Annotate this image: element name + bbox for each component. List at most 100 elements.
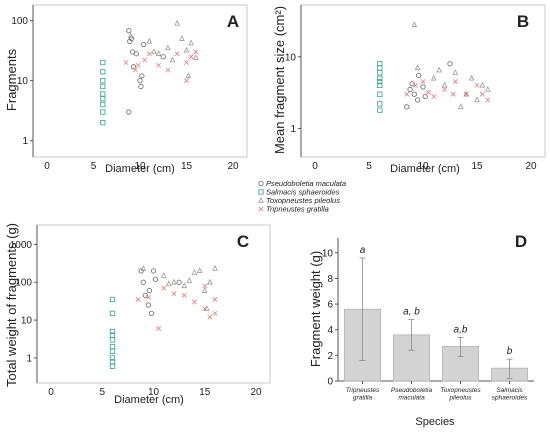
data-point — [176, 279, 182, 285]
data-point — [100, 59, 106, 66]
data-point — [425, 89, 431, 95]
data-point — [126, 27, 132, 34]
data-point — [441, 81, 448, 88]
series-circle — [404, 61, 453, 110]
data-point — [377, 91, 383, 97]
data-point — [414, 97, 421, 103]
data-point — [196, 267, 203, 274]
data-point — [160, 272, 167, 278]
legend-marker — [258, 180, 264, 187]
data-point — [135, 297, 141, 302]
data-point — [436, 66, 443, 73]
data-point — [411, 91, 418, 97]
data-point — [179, 35, 185, 41]
data-point — [161, 285, 167, 291]
data-point — [463, 91, 469, 97]
y-tick-label: 6 — [327, 300, 333, 311]
series-circle — [138, 268, 182, 317]
data-point — [377, 107, 383, 113]
data-point — [191, 269, 198, 275]
data-point — [212, 265, 218, 271]
series-square — [109, 296, 116, 369]
plot-frame — [32, 4, 248, 158]
plot-frame — [36, 224, 271, 384]
x-tick-label: 5 — [366, 161, 372, 172]
category-label: gratilla — [353, 395, 373, 402]
data-point — [146, 37, 153, 44]
x-axis-label: Diameter (cm) — [105, 163, 175, 175]
x-axis-label: Species — [415, 416, 455, 428]
data-point — [137, 77, 143, 84]
x-tick-label: 15 — [181, 161, 193, 172]
data-point — [109, 328, 116, 335]
data-point — [150, 268, 157, 274]
x-tick-label: 15 — [199, 387, 211, 398]
panel-label: B — [517, 12, 529, 31]
data-point — [188, 54, 194, 60]
data-point — [135, 62, 141, 68]
data-point — [212, 310, 218, 316]
x-tick-label: 10 — [417, 161, 429, 172]
data-point — [420, 84, 426, 90]
data-point — [207, 314, 213, 320]
x-axis-label: Diameter (cm) — [114, 394, 184, 406]
data-point — [171, 278, 177, 285]
data-point — [140, 279, 146, 285]
data-point — [166, 280, 172, 287]
data-point — [109, 348, 116, 354]
legend-marker — [258, 197, 264, 203]
data-point — [100, 91, 106, 97]
series-circle — [126, 27, 166, 115]
data-point — [165, 67, 171, 73]
data-point — [160, 54, 166, 60]
data-point — [109, 363, 116, 369]
data-point — [422, 93, 428, 100]
data-point — [463, 90, 470, 97]
y-tick-label: 100 — [11, 16, 28, 27]
data-point — [377, 101, 383, 107]
data-point — [485, 97, 491, 103]
data-point — [457, 103, 464, 110]
data-point — [100, 109, 106, 115]
data-point — [174, 51, 180, 57]
y-tick-label: 0 — [327, 377, 333, 388]
data-point — [100, 96, 106, 102]
data-point — [145, 294, 151, 300]
y-axis-label: Fragment weight (g) — [308, 251, 323, 367]
data-point — [377, 70, 383, 76]
data-point — [109, 355, 116, 361]
x-tick-label: 5 — [99, 387, 105, 398]
y-tick-label: 10 — [21, 316, 33, 327]
series-square — [377, 61, 383, 113]
panel-b: 1 10 0 5 10 15 20 Diameter (cm) Mean fragment si… — [272, 4, 546, 175]
series-square — [100, 59, 106, 126]
x-axis-label: Diameter (cm) — [390, 163, 460, 175]
data-point — [407, 86, 413, 93]
y-tick-label: 1 — [290, 124, 296, 135]
data-point — [377, 78, 383, 85]
data-point — [152, 276, 159, 282]
x-tick-label: 0 — [48, 387, 54, 398]
category-label: Pseudoboletia — [391, 387, 433, 394]
data-point — [452, 69, 459, 75]
panel-label: A — [227, 12, 239, 31]
data-point — [479, 91, 485, 97]
category-label: maculata — [398, 395, 425, 402]
data-point — [450, 91, 456, 97]
category-label: sphaeroides — [492, 395, 528, 402]
data-point — [202, 306, 208, 312]
data-point — [412, 82, 418, 88]
y-axis-label: Fragments — [4, 48, 19, 111]
data-point — [207, 278, 213, 285]
data-point — [100, 101, 106, 108]
data-point — [165, 44, 171, 51]
data-point — [109, 310, 116, 317]
data-point — [416, 72, 422, 79]
legend-marker — [258, 206, 264, 212]
data-point — [468, 74, 475, 81]
panel-a: 1 10 100 0 5 10 15 20 Diameter (cm) Fragments A — [4, 4, 248, 175]
panel-label: D — [515, 232, 527, 251]
